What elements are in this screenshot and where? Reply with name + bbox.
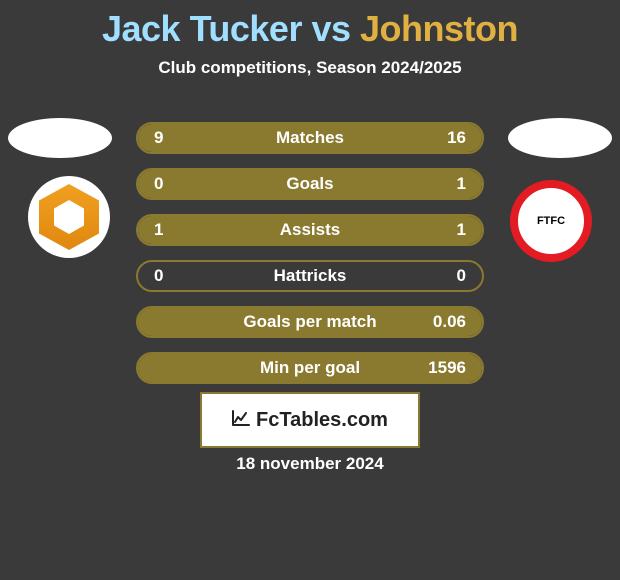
player2-photo xyxy=(508,118,612,158)
stat-label: Goals xyxy=(138,170,482,198)
footer-attribution[interactable]: FcTables.com xyxy=(200,392,420,448)
club-badge-right-text: FTFC xyxy=(537,215,565,227)
chart-icon xyxy=(232,410,250,431)
stat-value-right: 1 xyxy=(457,170,466,198)
club-badge-right: FTFC xyxy=(510,180,592,262)
stat-value-right: 0.06 xyxy=(433,308,466,336)
vs-text: vs xyxy=(302,8,360,49)
club-badge-left-shield-icon xyxy=(39,184,99,250)
club-badge-left-core xyxy=(54,200,84,234)
player1-photo xyxy=(8,118,112,158)
stat-row: Min per goal1596 xyxy=(136,352,484,384)
stat-value-right: 16 xyxy=(447,124,466,152)
stat-row: Goals per match0.06 xyxy=(136,306,484,338)
stat-label: Matches xyxy=(138,124,482,152)
stat-value-right: 1596 xyxy=(428,354,466,382)
club-badge-left xyxy=(28,176,110,258)
stats-table: 9Matches160Goals11Assists10Hattricks0Goa… xyxy=(136,122,484,398)
stat-row: 0Hattricks0 xyxy=(136,260,484,292)
subtitle: Club competitions, Season 2024/2025 xyxy=(0,58,620,78)
stat-value-right: 1 xyxy=(457,216,466,244)
stat-row: 0Goals1 xyxy=(136,168,484,200)
player2-name: Johnston xyxy=(360,8,518,49)
stat-label: Assists xyxy=(138,216,482,244)
comparison-title: Jack Tucker vs Johnston xyxy=(0,0,620,50)
stat-label: Hattricks xyxy=(138,262,482,290)
stat-row: 1Assists1 xyxy=(136,214,484,246)
stat-row: 9Matches16 xyxy=(136,122,484,154)
player1-name: Jack Tucker xyxy=(102,8,302,49)
stat-label: Goals per match xyxy=(138,308,482,336)
footer-site-name: FcTables.com xyxy=(256,409,388,432)
stat-value-right: 0 xyxy=(457,262,466,290)
snapshot-date: 18 november 2024 xyxy=(0,454,620,474)
